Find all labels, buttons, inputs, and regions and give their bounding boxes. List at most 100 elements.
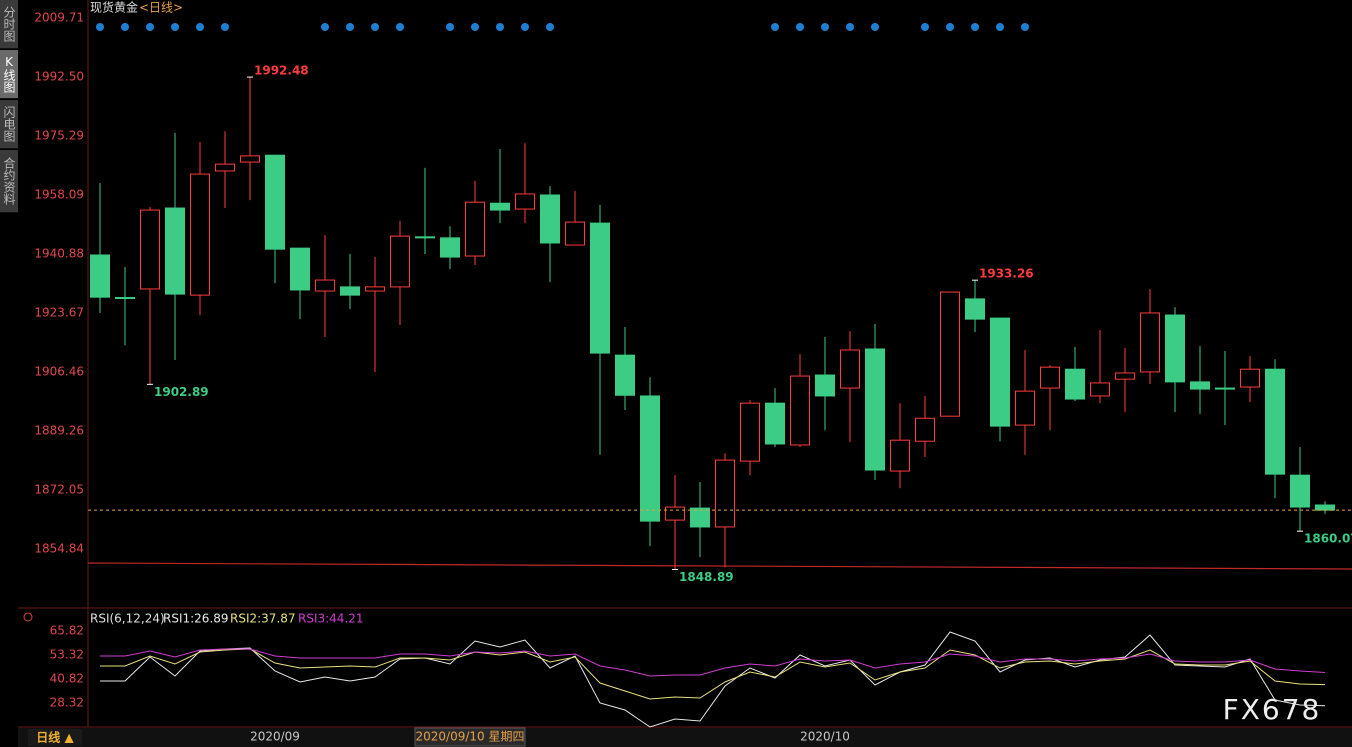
- cursor-label: 2020/09/10 星期四: [416, 730, 525, 744]
- candle-body: [915, 417, 935, 442]
- candle-body: [215, 163, 235, 172]
- candle-body: [1065, 368, 1085, 400]
- legend-entry: RSI2:37.87: [230, 612, 296, 626]
- event-marker: [921, 23, 929, 31]
- candle-body: [340, 286, 360, 296]
- tab[interactable]: 闪电图: [0, 100, 18, 149]
- candle-body: [540, 194, 560, 244]
- candle-body: [865, 348, 885, 471]
- rsi-line: [100, 631, 1326, 728]
- y-tick-label: 28.32: [50, 696, 84, 710]
- period-button[interactable]: 日线 ▲: [36, 730, 74, 745]
- candle-body: [690, 507, 710, 528]
- event-marker: [221, 23, 229, 31]
- candle-body: [790, 375, 810, 446]
- event-marker: [521, 23, 529, 31]
- event-marker: [396, 23, 404, 31]
- y-tick-label: 1872.05: [34, 483, 84, 497]
- y-tick-label: 1889.26: [34, 424, 84, 438]
- candle-body: [1140, 312, 1160, 373]
- instrument: 现货黄金: [90, 0, 138, 15]
- candle-body: [990, 317, 1010, 427]
- y-tick-label: 1940.88: [34, 247, 84, 261]
- candle-body: [315, 279, 335, 292]
- candle-body: [1290, 474, 1310, 508]
- tab[interactable]: 分时图: [0, 0, 18, 49]
- background: [18, 0, 1352, 747]
- rsi-line: [100, 648, 1326, 677]
- y-tick-label: 1992.50: [34, 70, 84, 84]
- candle-body: [840, 349, 860, 389]
- candle-body: [1015, 390, 1035, 426]
- settings-icon[interactable]: [23, 612, 33, 622]
- y-tick-label: 1975.29: [34, 129, 84, 143]
- cursor-label-bg: [414, 727, 526, 747]
- y-tick-label: 53.32: [50, 648, 84, 662]
- candle-body: [590, 222, 610, 354]
- x-tick-label: 2020/09: [250, 730, 300, 744]
- legend-entry: RSI1:26.89: [163, 612, 229, 626]
- event-marker: [321, 23, 329, 31]
- indicator-title: RSI(6,12,24): [90, 612, 165, 626]
- candle-body: [1165, 314, 1185, 383]
- candle-body: [740, 402, 760, 462]
- y-tick-label: 1958.09: [34, 188, 84, 202]
- extreme-label: 1992.48: [254, 64, 309, 78]
- event-marker: [346, 23, 354, 31]
- candle-body: [515, 193, 535, 210]
- y-tick-label: 1923.67: [34, 306, 84, 320]
- candle-body: [765, 402, 785, 445]
- candle-body: [390, 235, 410, 288]
- candle-body: [365, 286, 385, 292]
- trend-line: [87, 562, 1352, 570]
- event-marker: [996, 23, 1004, 31]
- watermark: FX678: [1223, 693, 1322, 726]
- candle-body: [240, 155, 260, 163]
- event-marker: [446, 23, 454, 31]
- candle-body: [1040, 366, 1060, 389]
- event-marker: [1021, 23, 1029, 31]
- period: <日线>: [139, 1, 183, 15]
- candle-body: [565, 221, 585, 246]
- candle-body: [140, 209, 160, 290]
- candle-body: [1265, 368, 1285, 475]
- legend-entry: RSI3:44.21: [298, 612, 364, 626]
- tab[interactable]: K线图: [0, 50, 18, 99]
- y-tick-label: 2009.71: [34, 10, 84, 24]
- event-marker: [146, 23, 154, 31]
- candle-body: [665, 506, 685, 521]
- candle-body: [415, 236, 435, 239]
- period-button-bg[interactable]: [28, 729, 82, 746]
- candle-body: [490, 202, 510, 211]
- tab[interactable]: 合约资料: [0, 150, 18, 213]
- candle-body: [465, 201, 485, 257]
- extreme-label: 1848.89: [679, 570, 734, 584]
- y-tick-label: 1906.46: [34, 365, 84, 379]
- event-marker: [471, 23, 479, 31]
- rsi-line: [100, 648, 1326, 700]
- extreme-label: 1933.26: [979, 267, 1034, 281]
- y-tick-label: 40.82: [50, 672, 84, 686]
- event-marker: [846, 23, 854, 31]
- candle-body: [265, 154, 285, 250]
- candle-body: [1315, 504, 1335, 511]
- candle-body: [815, 374, 835, 397]
- candle-body: [640, 395, 660, 522]
- event-marker: [971, 23, 979, 31]
- event-marker: [871, 23, 879, 31]
- time-axis-bar: [18, 728, 1352, 747]
- candle-body: [940, 291, 960, 417]
- y-tick-label: 65.82: [50, 624, 84, 638]
- candle-body: [1190, 381, 1210, 390]
- event-marker: [821, 23, 829, 31]
- candle-body: [1115, 372, 1135, 380]
- candle-body: [965, 298, 985, 320]
- candle-body: [890, 439, 910, 472]
- event-marker: [546, 23, 554, 31]
- extreme-label: 1902.89: [154, 385, 209, 399]
- event-marker: [121, 23, 129, 31]
- candle-body: [715, 459, 735, 528]
- event-marker: [171, 23, 179, 31]
